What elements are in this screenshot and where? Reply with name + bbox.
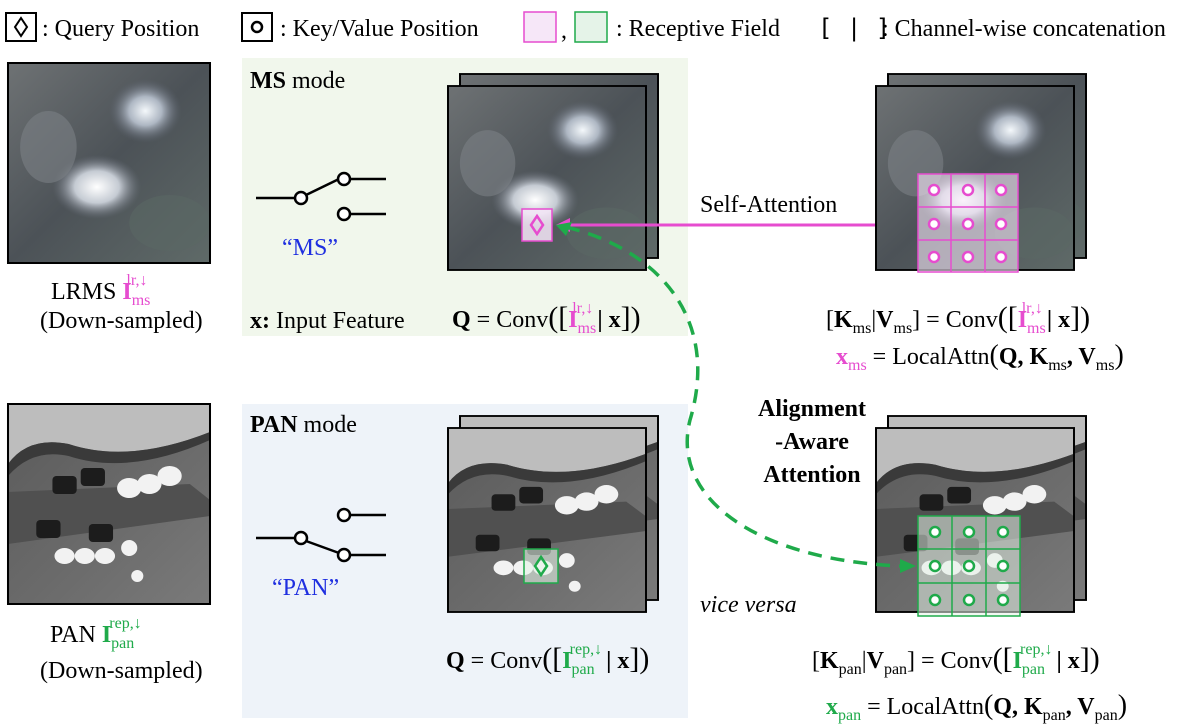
pan-kv-point-icon	[962, 525, 976, 539]
query-diamond-icon	[13, 16, 29, 38]
pan-kv-point-icon	[996, 559, 1010, 573]
pan-kv-point-icon	[928, 525, 942, 539]
ms-kv-formula: [Kms|Vms] = Conv([Imslr,↓ | x])	[826, 300, 1090, 337]
pan-kv-point-icon	[962, 559, 976, 573]
pan-mode-title: PAN mode	[250, 412, 357, 438]
ms-switch-label: “MS”	[282, 235, 338, 261]
legend-query-label: : Query Position	[42, 16, 199, 42]
svg-text:Alignment: Alignment	[758, 396, 866, 422]
legend-receptive-label: : Receptive Field	[616, 16, 780, 42]
ms-query-feature-stack	[447, 73, 659, 271]
pan-receptive-grid	[917, 515, 1021, 617]
pan-image	[6, 403, 212, 605]
ms-receptive-grid	[917, 173, 1019, 273]
keyvalue-circle-icon	[250, 20, 264, 34]
ms-kv-point-icon	[927, 217, 941, 231]
ms-x-formula: xms = LocalAttn(Q, Kms, Vms)	[836, 340, 1124, 374]
ms-keyvalue-feature-stack	[875, 73, 1087, 273]
alignment-aware-dashed-arrow	[565, 225, 901, 568]
legend-comma: ,	[561, 18, 567, 44]
pan-x-formula: xpan = LocalAttn(Q, Kpan, Vpan)	[826, 690, 1127, 724]
pan-kv-point-icon	[928, 593, 942, 607]
ms-kv-point-icon	[927, 183, 941, 197]
ms-kv-point-icon	[927, 250, 941, 264]
pan-q-formula: Q = Conv([Ipanrep,↓ | x])	[446, 641, 649, 678]
legend-concat-symbol: [ | ]	[818, 14, 890, 42]
receptive-pink-swatch	[523, 11, 557, 43]
ms-kv-point-icon	[994, 183, 1008, 197]
legend-concat-label: : Channel-wise concatenation	[882, 16, 1166, 42]
ms-query-diamond-icon	[529, 213, 545, 237]
ms-kv-point-icon	[994, 217, 1008, 231]
ms-switch-icon	[256, 171, 386, 222]
receptive-green-swatch	[574, 11, 608, 43]
ms-kv-point-icon	[961, 250, 975, 264]
pan-caption: PAN Ipanrep,↓	[50, 615, 142, 652]
pan-kv-formula: [Kpan|Vpan] = Conv([Ipanrep,↓ | x])	[812, 641, 1100, 678]
pan-switch-label: “PAN”	[272, 575, 339, 601]
pan-kv-point-icon	[996, 593, 1010, 607]
legend: : Query Position : Key/Value Position , …	[5, 11, 1166, 44]
keyvalue-legend-box	[241, 12, 273, 42]
pan-kv-point-icon	[996, 525, 1010, 539]
self-attention-label: Self-Attention	[700, 192, 837, 218]
alignment-arrowhead-top	[556, 222, 572, 236]
svg-text:-Aware: -Aware	[775, 429, 849, 455]
pan-kv-point-icon	[962, 593, 976, 607]
svg-text:Attention: Attention	[763, 462, 860, 488]
ms-q-formula: Q = Conv([Imslr,↓ | x])	[452, 300, 641, 337]
ms-kv-point-icon	[994, 250, 1008, 264]
pan-query-receptive-box	[523, 548, 559, 584]
pan-keyvalue-feature-stack	[875, 415, 1087, 617]
ms-mode-title: MS mode	[250, 68, 345, 94]
pan-query-diamond-icon	[533, 554, 549, 578]
legend-keyvalue-label: : Key/Value Position	[280, 16, 479, 42]
lrms-downsampled: (Down-sampled)	[40, 308, 203, 334]
input-feature-label: x: Input Feature	[250, 308, 405, 334]
alignment-arrowhead-bottom	[900, 559, 916, 573]
pan-switch-icon	[256, 507, 386, 563]
ms-kv-point-icon	[961, 217, 975, 231]
vice-versa-label: vice versa	[700, 592, 797, 618]
ms-kv-point-icon	[961, 183, 975, 197]
pan-downsampled: (Down-sampled)	[40, 658, 203, 684]
pan-kv-point-icon	[928, 559, 942, 573]
lrms-image	[6, 62, 212, 264]
lrms-caption: LRMS Imslr,↓	[51, 272, 150, 309]
pan-query-feature-stack	[447, 415, 659, 613]
alignment-aware-label: Alignment -Aware Attention	[758, 396, 866, 488]
